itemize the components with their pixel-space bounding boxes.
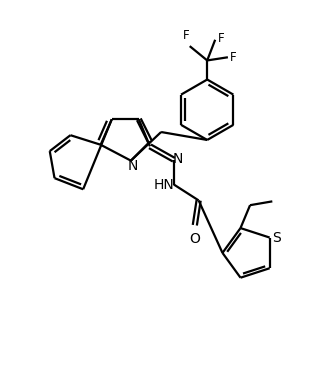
Text: HN: HN: [153, 178, 174, 192]
Text: F: F: [229, 51, 236, 64]
Text: F: F: [218, 32, 225, 45]
Text: S: S: [272, 231, 281, 245]
Text: N: N: [128, 159, 138, 173]
Text: O: O: [189, 232, 200, 246]
Text: F: F: [183, 29, 190, 42]
Text: N: N: [173, 152, 183, 166]
